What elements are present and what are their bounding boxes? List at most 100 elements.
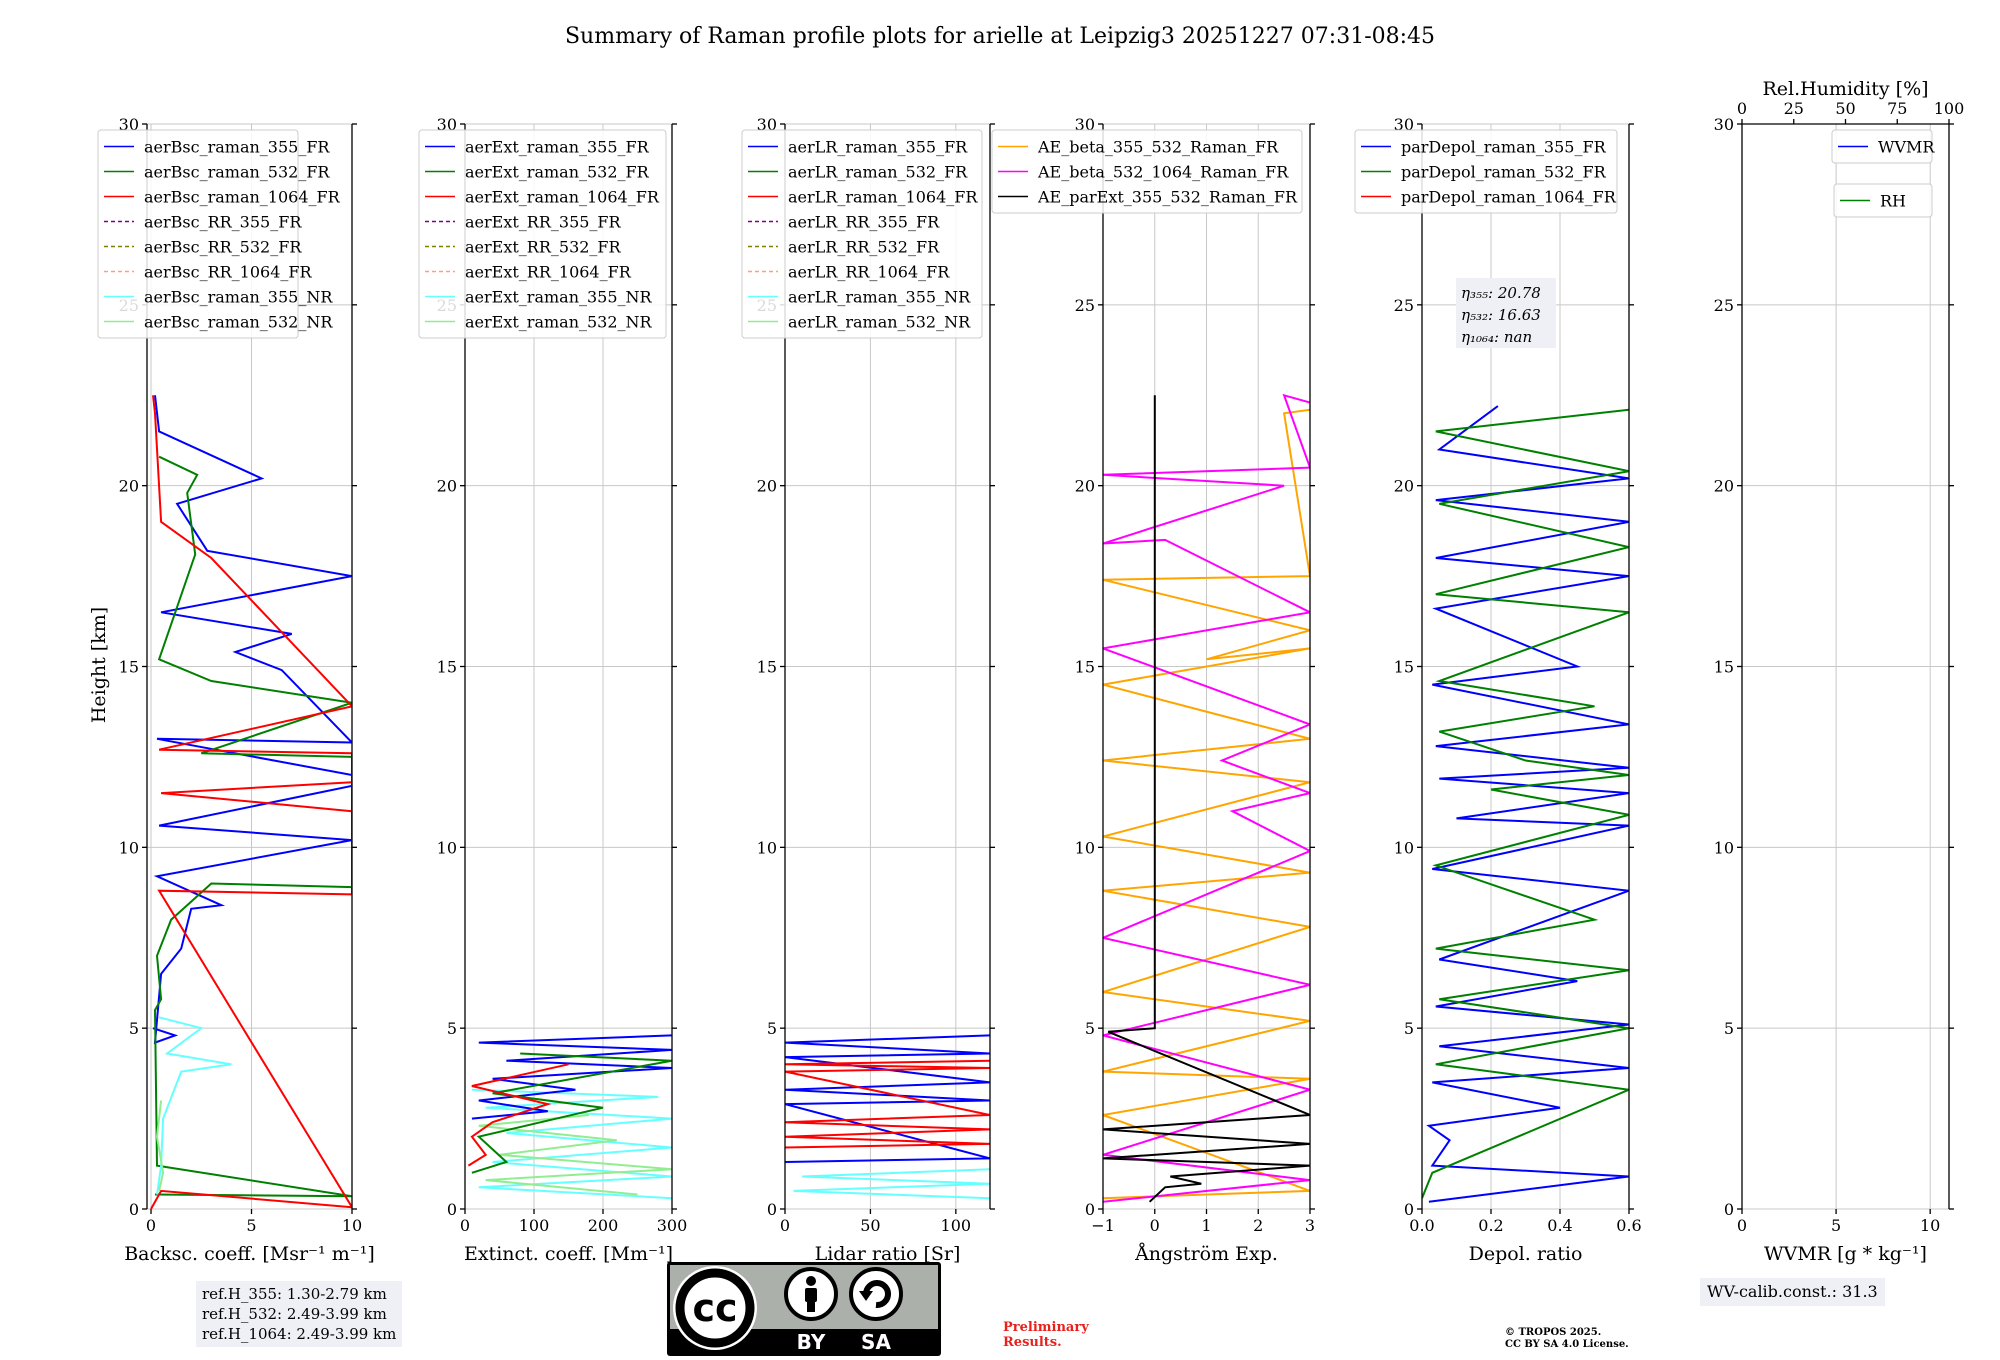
legend-label: aerBsc_raman_532_FR (144, 163, 330, 182)
legend-frame (1354, 129, 1618, 214)
y-tick-label: 5 (1724, 1019, 1734, 1038)
legend-1: aerBsc_raman_355_FR aerBsc_raman_532_FRae… (97, 129, 341, 339)
series-line-aerLR_raman_1064_FR (785, 1059, 990, 1149)
y-tick-label: 20 (119, 477, 139, 496)
cc-logo-label: cc (692, 1286, 737, 1330)
eta-value-1: η₅₃₂: 16.63 (1461, 306, 1541, 324)
series-line-aerExt_raman_532_FR (471, 1052, 672, 1174)
y-tick-label: 20 (1075, 477, 1095, 496)
person-icon (784, 1267, 838, 1321)
x-axis-label: WVMR [g * kg⁻¹] (1764, 1243, 1927, 1265)
y-tick-label: 30 (1075, 115, 1095, 134)
x-tick-label: 300 (657, 1216, 688, 1235)
legend-label: aerLR_raman_532_FR (788, 163, 968, 182)
series-line-aerBsc_raman_1064_FR (150, 395, 352, 1209)
y-tick-label: 10 (1714, 838, 1734, 857)
ref-height-1064: ref.H_1064: 2.49-3.99 km (202, 1325, 397, 1343)
legend-label: aerExt_raman_355_NR (465, 288, 653, 307)
legend-label: aerBsc_raman_532_NR (144, 313, 333, 332)
legend-label: aerBsc_RR_532_FR (144, 238, 302, 257)
series-line-aerExt_raman_1064_FR (467, 1063, 569, 1167)
series-group (467, 1034, 672, 1200)
top-axis-label: Rel.Humidity [%] (1762, 78, 1928, 100)
legend-4: AE_beta_355_532_Raman_FR AE_beta_532_1064… (991, 129, 1303, 214)
y-tick-label: 30 (1394, 115, 1414, 134)
copyright-note: © TROPOS 2025. CC BY SA 4.0 License. (1505, 1327, 1629, 1351)
legend-label: aerExt_raman_1064_FR (465, 188, 660, 207)
series-line-aerBsc_raman_355_FR (152, 395, 352, 1045)
legend-label: aerBsc_RR_1064_FR (144, 263, 313, 282)
top-tick-label: 75 (1887, 99, 1907, 118)
y-tick-label: 10 (1394, 838, 1414, 857)
legend-frame (418, 129, 667, 339)
y-tick-label: 0 (1404, 1200, 1414, 1219)
x-tick-label: 0 (1150, 1216, 1160, 1235)
y-tick-label: 30 (437, 115, 457, 134)
legend-label: aerExt_raman_532_FR (465, 163, 650, 182)
preliminary-line-2: Results. (1003, 1335, 1062, 1350)
x-tick-label: 0 (780, 1216, 790, 1235)
y-tick-label: 5 (767, 1019, 777, 1038)
y-tick-label: 20 (1714, 477, 1734, 496)
top-tick-label: 25 (1784, 99, 1804, 118)
legend-label: aerBsc_raman_355_NR (144, 288, 333, 307)
y-tick-label: 30 (1714, 115, 1734, 134)
x-axis-label: Backsc. coeff. [Msr⁻¹ m⁻¹] (124, 1243, 375, 1265)
y-tick-label: 10 (757, 838, 777, 857)
legend-label: aerLR_RR_1064_FR (788, 263, 950, 282)
top-tick-label: 100 (1934, 99, 1965, 118)
y-tick-label: 0 (767, 1200, 777, 1219)
figure-title: Summary of Raman profile plots for ariel… (565, 24, 1435, 49)
series-line-AE_parExt_355_532_Raman_FR (1103, 395, 1310, 1203)
copyright-line-2: CC BY SA 4.0 License. (1505, 1339, 1629, 1350)
eta-value-0: η₃₅₅: 20.78 (1461, 284, 1541, 302)
legend-2: aerExt_raman_355_FR aerExt_raman_532_FRae… (418, 129, 667, 339)
top-tick-label: 0 (1737, 99, 1747, 118)
x-tick-label: 200 (588, 1216, 619, 1235)
y-tick-label: 10 (437, 838, 457, 857)
x-axis-label: Depol. ratio (1469, 1243, 1583, 1265)
y-tick-label: 15 (1075, 658, 1095, 677)
preliminary-note: Preliminary Results. (1003, 1320, 1089, 1350)
x-tick-label: 0.0 (1409, 1216, 1434, 1235)
series-line-aerBsc_raman_532_NR (155, 1100, 165, 1192)
series-group (150, 395, 352, 1209)
series-line-aerExt_raman_355_FR (471, 1034, 672, 1120)
eta-value-2: η₁₀₆₄: nan (1461, 328, 1532, 346)
legend-label: AE_beta_355_532_Raman_FR (1037, 138, 1279, 157)
ref-height-355: ref.H_355: 1.30-2.79 km (202, 1285, 387, 1303)
x-tick-label: 10 (342, 1216, 362, 1235)
series-line-AE_beta_532_1064_Raman_FR (1103, 393, 1310, 1203)
by-label: BY (797, 1330, 826, 1354)
legend-frame (741, 129, 983, 339)
series-line-parDepol_raman_532_FR (1422, 408, 1629, 1199)
legend-label: aerLR_raman_355_NR (788, 288, 971, 307)
sa-label: SA (861, 1330, 891, 1354)
legend-label: aerLR_raman_355_FR (788, 138, 968, 157)
height-axis-label: Height [km] (88, 607, 110, 723)
y-tick-label: 20 (1394, 477, 1414, 496)
preliminary-line-1: Preliminary (1003, 1320, 1089, 1335)
legend-label: AE_parExt_355_532_Raman_FR (1037, 188, 1298, 207)
series-line-aerBsc_raman_532_FR (153, 455, 352, 1198)
x-tick-label: −1 (1091, 1216, 1115, 1235)
y-tick-label: 30 (757, 115, 777, 134)
x-tick-label: 5 (1831, 1216, 1841, 1235)
y-tick-label: 25 (1714, 296, 1734, 315)
copyright-line-1: © TROPOS 2025. (1505, 1327, 1602, 1338)
legend-6: WVMR (1831, 129, 1935, 164)
x-tick-label: 50 (860, 1216, 880, 1235)
x-tick-label: 0.6 (1616, 1216, 1641, 1235)
share-alike-icon (849, 1267, 903, 1321)
legend-label: WVMR (1878, 138, 1935, 157)
y-tick-label: 15 (1394, 658, 1414, 677)
eta-box-bg (1456, 278, 1556, 348)
eta-values-box: η₃₅₅: 20.78 η₅₃₂: 16.63 η₁₀₆₄: nan (1456, 278, 1556, 348)
reference-height-box: ref.H_355: 1.30-2.79 km ref.H_532: 2.49-… (196, 1281, 403, 1347)
y-tick-label: 5 (1085, 1019, 1095, 1038)
legend-5: parDepol_raman_355_FR parDepol_raman_532_… (1354, 129, 1618, 214)
panel-5: 0 5 10 15 20 25 30 0.0 0.2 0.4 0.6 Depol. ratio parD… (1354, 115, 1642, 1265)
legend-label: aerLR_RR_355_FR (788, 213, 940, 232)
y-tick-label: 25 (1075, 296, 1095, 315)
series-group (785, 1034, 990, 1200)
